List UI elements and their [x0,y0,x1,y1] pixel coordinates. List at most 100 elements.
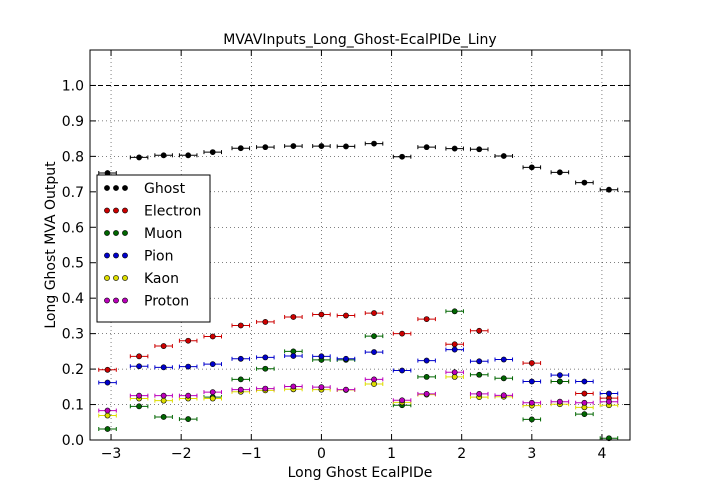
data-point [556,169,563,176]
legend-marker [104,275,110,281]
data-point [556,372,563,379]
x-tick-label: −2 [171,446,192,462]
data-point [160,364,167,371]
data-point [209,389,216,396]
data-point [136,403,142,410]
x-axis-title: Long Ghost EcalPIDe [288,465,433,481]
x-tick-label: 4 [597,446,606,462]
data-point [476,327,483,334]
legend-marker [104,230,110,236]
plot-frame [89,49,631,441]
data-point [237,376,244,383]
data-point [160,152,167,159]
data-point [160,414,167,420]
data-point [237,355,244,362]
data-point [451,341,458,348]
legend-marker [113,275,119,281]
x-tick-label: 2 [457,446,466,462]
data-point [423,144,430,151]
legend: Ghost Electron Muon Pion Kaon Proton [96,174,211,323]
data-point [423,373,430,380]
data-point [343,386,349,393]
y-tick-label: 0.6 [62,220,84,236]
data-point [423,391,430,397]
data-point [371,140,377,147]
data-point [343,312,349,319]
data-point [371,349,377,355]
data-point [423,357,430,364]
data-point [399,330,405,337]
data-point [528,416,535,423]
data-point [581,411,588,418]
data-point [343,143,349,150]
data-point [528,360,535,366]
data-point [500,392,507,399]
data-point [136,363,142,370]
y-tick-label: 0.7 [62,185,84,201]
data-point [399,367,405,374]
legend-marker [122,252,128,259]
data-point [290,314,297,320]
data-point [500,153,507,159]
data-point [104,426,111,432]
data-point [399,153,405,160]
data-point [209,149,216,156]
data-point [476,391,483,397]
data-point [500,356,507,363]
data-point [209,395,216,402]
x-tick-label: 3 [527,446,536,462]
legend-marker [104,185,110,191]
x-tick-label: −3 [101,446,122,462]
y-tick-label: 0.0 [62,433,84,449]
data-point [476,358,483,365]
y-tick-label: 0.4 [62,291,84,307]
series-muon [98,308,619,442]
data-point [371,310,377,316]
data-point [318,384,325,391]
legend-marker [113,185,119,191]
legend-marker [122,297,128,304]
legend-label: Muon [144,226,182,242]
data-point [343,355,349,362]
data-point [581,378,588,385]
series-ghost [98,140,619,193]
legend-marker [104,252,110,259]
legend-label: Pion [144,249,173,265]
data-point [209,333,216,340]
data-point [556,378,563,385]
data-point [606,390,612,397]
series-proton [98,369,619,414]
data-point [451,145,458,152]
data-point [581,390,588,397]
x-tick-label: −1 [241,446,262,462]
grid [90,50,630,441]
y-axis-title: Long Ghost MVA Output [43,161,59,329]
data-point [399,397,405,404]
series-pion [98,346,619,397]
data-point [104,366,111,373]
data-point [556,398,563,405]
legend-marker [104,207,110,214]
data-point [104,412,111,419]
legend-marker [113,252,119,259]
y-tick-label: 0.5 [62,256,84,272]
data-point [528,399,535,406]
data-point [500,375,507,382]
legend-marker [113,207,119,214]
y-tick-label: 0.2 [62,362,84,378]
y-tick-label: 0.3 [62,327,84,343]
data-point [262,354,269,361]
series-electron [98,310,619,402]
data-point [318,311,325,318]
data-point [104,407,111,414]
data-point [476,371,483,378]
data-point [185,416,192,422]
series-layer [98,140,619,442]
legend-marker [104,297,110,304]
legend-box [96,174,211,323]
data-point [476,146,483,153]
data-point [290,143,297,149]
data-point [237,145,244,152]
chart-title: MVAVInputs_Long_Ghost-EcalPIDe_Liny [223,32,496,48]
